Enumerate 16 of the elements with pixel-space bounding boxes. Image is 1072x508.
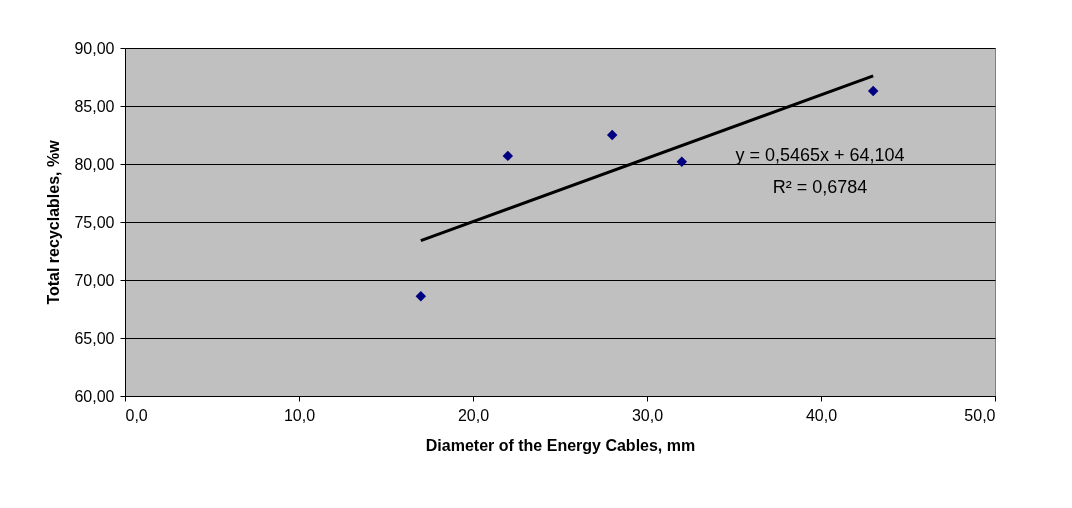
x-tick-label: 10,0 [283,406,316,424]
x-tick-label: 30,0 [631,406,664,424]
annotation: R² = 0,6784 [772,177,868,197]
x-tick-label: 50,0 [964,406,996,424]
y-tick-label: 90,00 [74,39,115,57]
y-tick-label: 60,00 [74,387,115,405]
y-tick-label: 75,00 [74,213,115,231]
x-tick-label: 20,0 [457,406,490,424]
x-tick-label: 40,0 [805,406,838,424]
y-tick-label: 70,00 [74,271,115,289]
x-axis-title: Diameter of the Energy Cables, mm [425,436,696,454]
y-axis-title: Total recyclables, %w [45,139,63,305]
y-tick-label: 85,00 [74,97,115,115]
y-tick-label: 65,00 [74,329,115,347]
y-tick-label: 80,00 [74,155,115,173]
x-tick-label: 0,0 [125,406,148,424]
